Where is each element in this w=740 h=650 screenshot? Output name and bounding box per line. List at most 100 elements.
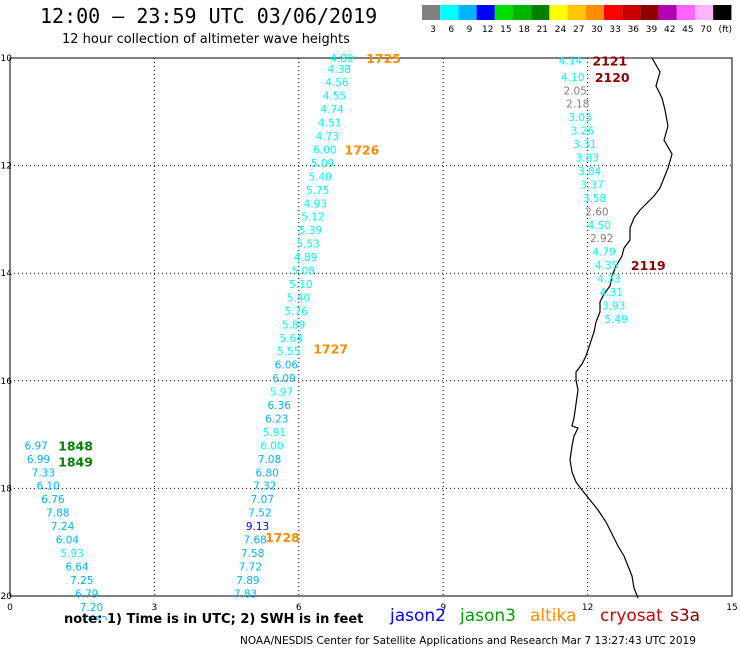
wave-height-value: 5.09 — [311, 158, 334, 170]
wave-height-value: 7.08 — [258, 454, 281, 466]
wave-height-value: 3.03 — [568, 112, 591, 124]
legend-swatch — [585, 5, 604, 20]
wave-height-value: 6.23 — [265, 413, 288, 425]
lat-tick-label: -20 — [0, 592, 12, 602]
wave-height-value: 4.80 — [330, 53, 353, 65]
wave-height-value: 4.38 — [328, 64, 351, 76]
coastline — [569, 57, 673, 599]
legend-swatch — [440, 5, 459, 20]
axis-tick-labels: 0 3 6 9 12 15 -10 -12 -14 -16 -18 -20 — [0, 54, 738, 613]
legend-bin-label: 36 — [628, 25, 640, 35]
wave-height-value: 5.10 — [289, 279, 312, 291]
wave-height-value: 3.84 — [578, 166, 602, 178]
legend-swatch — [549, 5, 568, 20]
wave-height-value: 7.88 — [46, 508, 69, 520]
page-subtitle: 12 hour collection of altimeter wave hei… — [62, 32, 350, 47]
wave-height-value: 6.76 — [41, 494, 65, 506]
wave-height-value: 5.53 — [296, 239, 319, 251]
wave-height-value: 6.09 — [272, 373, 295, 385]
wave-height-value: 2.18 — [566, 99, 589, 111]
lat-tick-label: -10 — [0, 54, 12, 64]
wave-height-value: 4.74 — [320, 104, 344, 116]
wave-height-value: 7.52 — [85, 615, 108, 620]
legend-swatch — [458, 5, 477, 20]
satellite-jason2: jason2 — [390, 606, 446, 626]
legend-swatch — [513, 5, 532, 20]
map-grid — [9, 57, 733, 597]
footer-credit: NOAA/NESDIS Center for Satellite Applica… — [240, 635, 696, 647]
wave-height-value: 6.80 — [255, 467, 278, 479]
wave-height-value: 4.73 — [316, 131, 339, 143]
legend-swatch — [604, 5, 623, 20]
legend-bin-label: 3 — [430, 25, 436, 35]
wave-height-value: 4.89 — [294, 252, 317, 264]
wave-height-value: 6.06 — [275, 360, 299, 372]
legend-bin-label: 9 — [467, 25, 473, 35]
wave-height-value: 4.79 — [592, 247, 615, 259]
lat-tick-label: -14 — [0, 269, 12, 279]
wave-height-value: 2.05 — [564, 85, 587, 97]
lat-tick-label: -16 — [0, 377, 12, 387]
wave-height-value: 6.64 — [65, 561, 89, 573]
wave-height-value: 6.79 — [75, 588, 98, 600]
legend-bin-label: 6 — [448, 25, 454, 35]
pass-number: 2119 — [631, 258, 666, 273]
satellite-altika: altika — [530, 606, 577, 626]
wave-height-value: 6.97 — [24, 440, 47, 452]
wave-height-value: 4.50 — [588, 220, 611, 232]
wave-height-value: 5.93 — [61, 548, 84, 560]
satellite-s3a: s3a — [670, 606, 701, 626]
wave-height-value: 5.39 — [299, 225, 322, 237]
legend-bin-label: 18 — [518, 25, 530, 35]
wave-height-value: 7.72 — [239, 561, 262, 573]
wave-height-value: 4.14 — [559, 56, 583, 68]
legend-swatch — [658, 5, 677, 20]
wave-height-value: 7.52 — [248, 508, 271, 520]
wave-height-value: 2.60 — [585, 206, 608, 218]
wave-height-value: 4.10 — [561, 72, 584, 84]
wave-height-value: 3.83 — [576, 153, 599, 165]
wave-height-value: 6.36 — [268, 400, 292, 412]
pass-number: 2121 — [592, 54, 627, 69]
wave-height-value: 5.75 — [306, 185, 329, 197]
legend-bin-label: 33 — [609, 25, 620, 35]
wave-height-tracks: 4.804.384.564.554.744.514.736.005.095.40… — [24, 53, 627, 620]
satellite-jason3: jason3 — [460, 606, 516, 626]
wave-height-value: 7.68 — [243, 535, 266, 547]
wave-height-value: 4.35 — [595, 260, 618, 272]
wave-height-value: 7.20 — [80, 602, 103, 614]
pass-number: 1725 — [366, 51, 401, 66]
wave-height-value: 5.76 — [284, 306, 308, 318]
wave-height-value: 4.93 — [304, 198, 327, 210]
lon-tick-label: 3 — [152, 603, 158, 613]
pass-number: 1726 — [345, 142, 380, 157]
lat-tick-label: -12 — [0, 162, 12, 172]
wave-height-map: 0 3 6 9 12 15 -10 -12 -14 -16 -18 -20 4.804.384.56 4… — [0, 51, 738, 620]
wave-height-value: 7.32 — [253, 481, 276, 493]
wave-height-value: 5.64 — [280, 333, 304, 345]
wave-height-value: 6.99 — [27, 454, 50, 466]
wave-height-value: 5.49 — [604, 314, 627, 326]
legend-bin-label: 30 — [591, 25, 603, 35]
wave-height-value: 5.97 — [270, 387, 293, 399]
wave-height-value: 4.55 — [323, 91, 346, 103]
pass-number: 1848 — [58, 438, 93, 453]
lon-tick-label: 9 — [440, 603, 446, 613]
legend-bin-label: 24 — [555, 25, 567, 35]
wave-height-value: 4.51 — [318, 118, 341, 130]
legend-unit: (ft) — [718, 25, 732, 35]
wave-height-value: 5.12 — [301, 212, 324, 224]
wave-height-value: 9.13 — [246, 521, 269, 533]
legend-bin-label: 21 — [537, 25, 548, 35]
wave-height-value: 3.58 — [583, 193, 606, 205]
lon-tick-label: 0 — [7, 603, 13, 613]
wave-height-value: 3.37 — [580, 179, 603, 191]
wave-height-value: 4.31 — [600, 287, 623, 299]
legend-bin-label: 70 — [700, 25, 712, 35]
footer-note: note: 1) Time is in UTC; 2) SWH is in fe… — [64, 612, 364, 627]
legend-bin-label: 12 — [482, 25, 493, 35]
wave-height-value: 5.40 — [308, 171, 331, 183]
legend-swatch — [622, 5, 641, 20]
